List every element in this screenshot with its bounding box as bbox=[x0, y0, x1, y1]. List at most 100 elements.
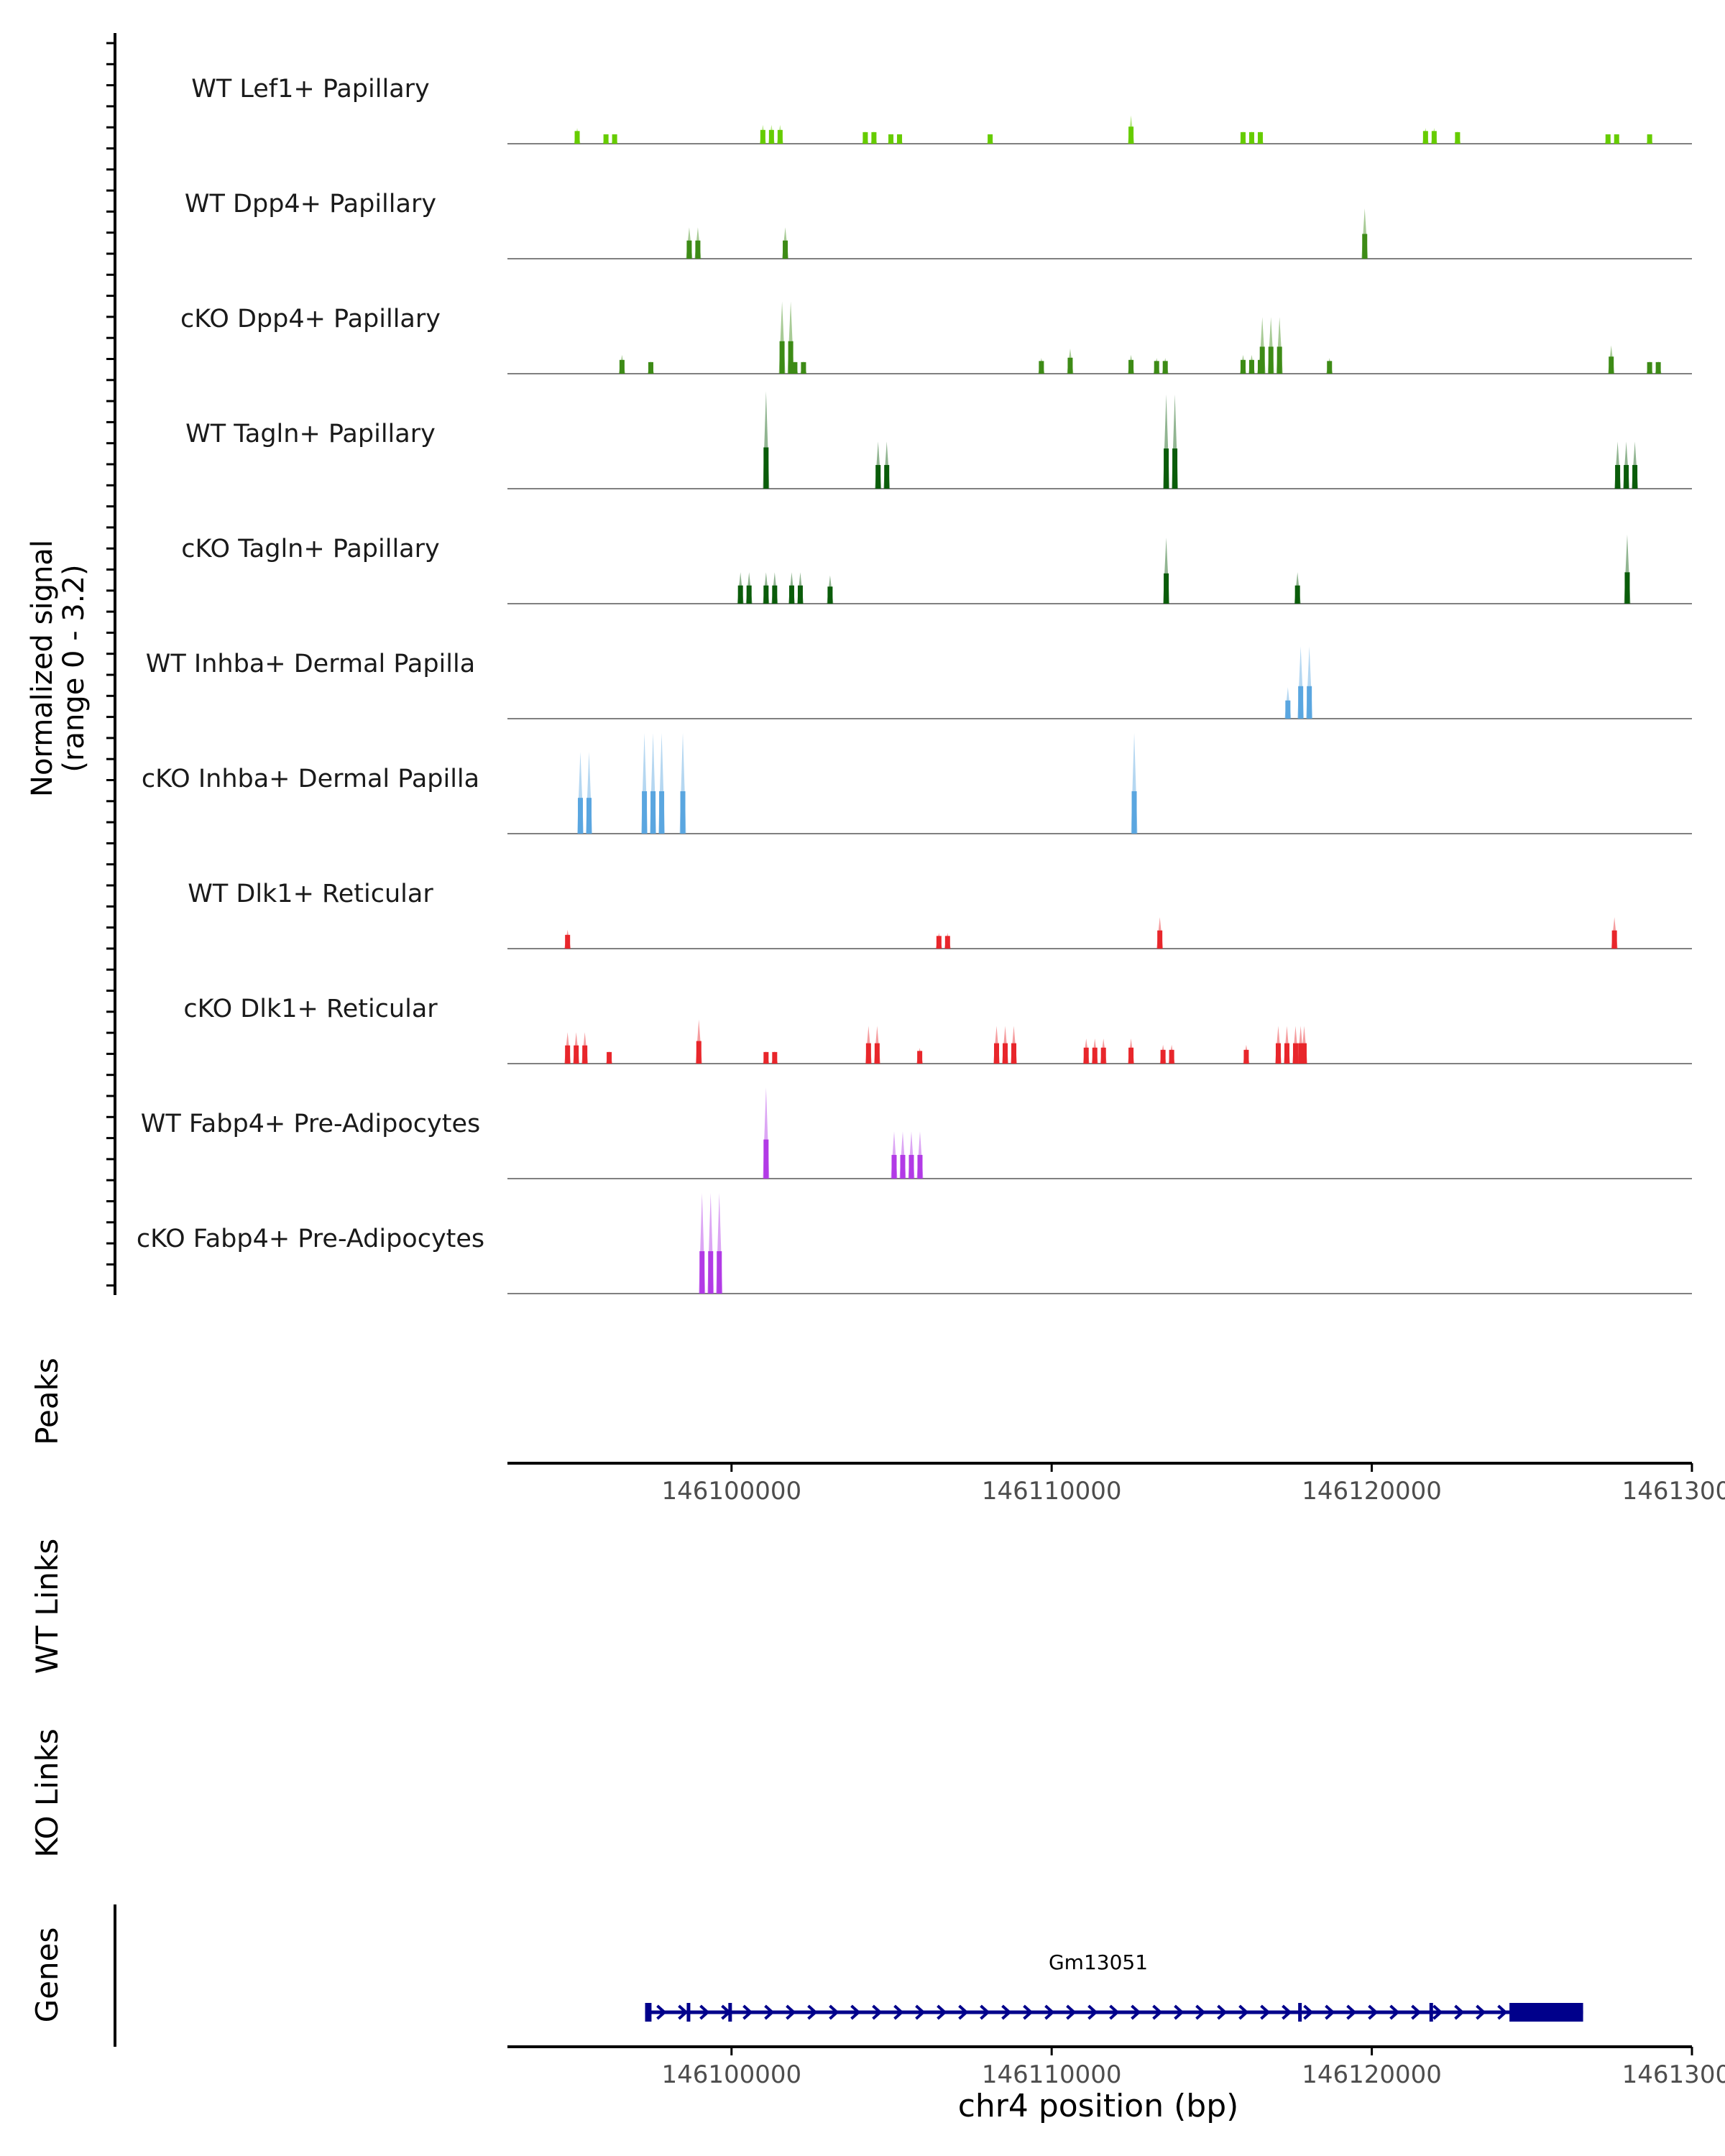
strand-arrow bbox=[1368, 2004, 1379, 2020]
signal-peak-core bbox=[891, 1155, 897, 1179]
signal-peak-core bbox=[908, 1155, 914, 1179]
strand-arrow bbox=[699, 2004, 710, 2020]
signal-peak-core bbox=[777, 129, 783, 144]
strand-arrow bbox=[1195, 2004, 1206, 2020]
signal-peak-core bbox=[586, 798, 592, 834]
signal-peak-core bbox=[865, 1043, 871, 1064]
signal-peak-core bbox=[763, 1051, 769, 1064]
strand-arrow bbox=[1023, 2004, 1034, 2020]
signal-peak-core bbox=[1647, 361, 1652, 374]
signal-peak-core bbox=[659, 791, 665, 834]
strand-arrow bbox=[829, 2004, 840, 2020]
strand-arrow bbox=[1087, 2004, 1098, 2020]
signal-peak-core bbox=[779, 341, 785, 374]
signal-peak-core bbox=[763, 585, 769, 604]
x-tick-label: 146130000 bbox=[1622, 2060, 1725, 2089]
signal-peak-core bbox=[1431, 131, 1437, 144]
signal-peak-core bbox=[648, 361, 653, 374]
track-10: WT Fabp4+ Pre-Adipocytes bbox=[141, 1087, 1692, 1179]
track-4: WT Tagln+ Papillary bbox=[185, 391, 1692, 489]
signal-peak-core bbox=[582, 1045, 588, 1064]
signal-peak-core bbox=[650, 791, 656, 834]
gene-exon bbox=[686, 2003, 691, 2022]
signal-peak-core bbox=[1128, 126, 1134, 144]
signal-peak-core bbox=[1257, 132, 1263, 144]
signal-peak-core bbox=[1624, 465, 1629, 489]
strand-arrow bbox=[1411, 2004, 1422, 2020]
ko-links-panel-label: KO Links bbox=[29, 1728, 65, 1858]
signal-peak-core bbox=[760, 129, 765, 144]
strand-arrow bbox=[1282, 2004, 1292, 2020]
signal-peak-core bbox=[827, 586, 833, 604]
signal-peak-core bbox=[1298, 686, 1304, 719]
strand-arrow bbox=[1217, 2004, 1228, 2020]
signal-peak-core bbox=[783, 240, 788, 259]
track-2: WT Dpp4+ Papillary bbox=[185, 190, 1692, 259]
gene-exon bbox=[728, 2003, 732, 2022]
x-tick-label: 146130000 bbox=[1622, 1477, 1725, 1506]
signal-peak-core bbox=[1301, 1043, 1307, 1064]
signal-peak-core bbox=[680, 791, 686, 834]
track-8: WT Dlk1+ Reticular bbox=[188, 880, 1692, 949]
signal-peak-core bbox=[1248, 359, 1254, 374]
signal-peak-core bbox=[792, 361, 798, 374]
signal-peak-core bbox=[1083, 1047, 1089, 1064]
coverage-tracks: WT Lef1+ Papillary WT Dpp4+ Papillary cKO … bbox=[137, 75, 1692, 1294]
signal-peak-core bbox=[717, 1251, 722, 1294]
signal-peak-core bbox=[772, 585, 778, 604]
track-label: WT Tagln+ Papillary bbox=[185, 420, 436, 448]
strand-arrow bbox=[1174, 2004, 1184, 2020]
signal-peak-core bbox=[1240, 359, 1246, 374]
track-label: WT Dpp4+ Papillary bbox=[185, 190, 436, 218]
strand-arrow bbox=[656, 2004, 667, 2020]
signal-peak-core bbox=[917, 1051, 923, 1064]
strand-arrow bbox=[1497, 2004, 1508, 2020]
strand-arrow bbox=[807, 2004, 818, 2020]
signal-peak-core bbox=[642, 791, 648, 834]
signal-peak-core bbox=[944, 936, 950, 949]
signal-peak-core bbox=[619, 359, 625, 374]
strand-arrow bbox=[1260, 2004, 1271, 2020]
x-axis-bottom: 146100000 146110000 146120000 146130000 bbox=[507, 2045, 1725, 2089]
track-label: WT Dlk1+ Reticular bbox=[188, 880, 433, 908]
strand-arrow bbox=[980, 2004, 990, 2020]
x-axis-top: 146100000 146110000 146120000 146130000 bbox=[507, 1462, 1725, 1506]
signal-peak-core bbox=[1294, 585, 1300, 604]
track-label: cKO Tagln+ Papillary bbox=[181, 535, 440, 563]
signal-peak-core bbox=[1285, 700, 1291, 719]
x-tick-label: 146110000 bbox=[982, 1477, 1122, 1506]
signal-axis-label-line2: (range 0 - 3.2) bbox=[58, 564, 91, 772]
signal-peak-core bbox=[577, 798, 583, 834]
signal-peak-core bbox=[768, 129, 774, 144]
strand-arrow bbox=[1476, 2004, 1486, 2020]
track-label: WT Lef1+ Papillary bbox=[191, 75, 430, 103]
signal-peak-core bbox=[574, 1045, 579, 1064]
signal-peak-core bbox=[574, 131, 580, 144]
track-3: cKO Dpp4+ Papillary bbox=[180, 301, 1692, 374]
signal-peak-core bbox=[1100, 1047, 1106, 1064]
signal-peak-core bbox=[1243, 1049, 1249, 1064]
x-tick-label: 146120000 bbox=[1302, 2060, 1442, 2089]
wt-links-panel-label: WT Links bbox=[29, 1539, 65, 1674]
genes-panel-label: Genes bbox=[29, 1927, 65, 2023]
signal-peak-core bbox=[1154, 361, 1159, 374]
signal-peak-core bbox=[1327, 361, 1333, 374]
strand-arrow bbox=[1432, 2004, 1443, 2020]
track-5: cKO Tagln+ Papillary bbox=[181, 534, 1692, 604]
signal-peak-core bbox=[1275, 1043, 1281, 1064]
signal-peak-core bbox=[797, 585, 803, 604]
gene-exon bbox=[1509, 2003, 1583, 2022]
strand-arrow bbox=[1389, 2004, 1400, 2020]
track-9: cKO Dlk1+ Reticular bbox=[183, 995, 1692, 1064]
strand-arrow bbox=[678, 2004, 689, 2020]
x-tick-label: 146120000 bbox=[1302, 1477, 1442, 1506]
signal-peak-core bbox=[1164, 448, 1169, 489]
signal-peak-core bbox=[1609, 356, 1614, 374]
signal-peak-core bbox=[1131, 791, 1137, 834]
x-tick-label: 146110000 bbox=[982, 2060, 1122, 2089]
signal-peak-core bbox=[746, 585, 752, 604]
peaks-panel-label: Peaks bbox=[29, 1358, 65, 1445]
signal-peak-core bbox=[1268, 346, 1274, 374]
strand-arrow bbox=[1303, 2004, 1314, 2020]
